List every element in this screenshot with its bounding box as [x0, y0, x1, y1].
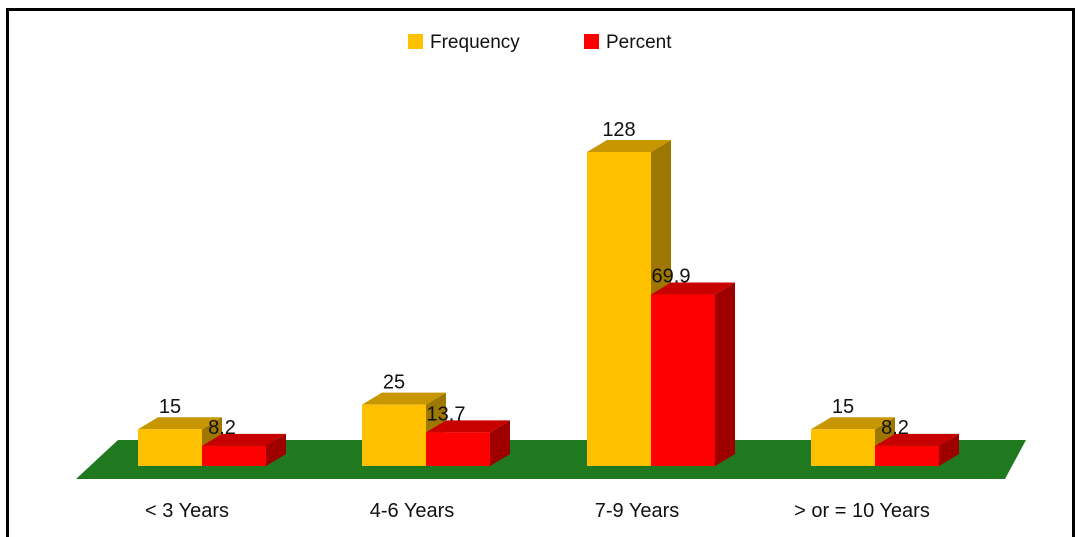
bar-percent-2 — [651, 282, 735, 466]
data-label-percent-3: 8.2 — [881, 417, 909, 439]
data-label-percent-1: 13.7 — [427, 403, 466, 425]
bar-percent-0 — [202, 433, 286, 466]
legend-swatch-frequency — [408, 34, 423, 49]
data-label-percent-0: 8.2 — [208, 417, 236, 439]
bar-front — [202, 445, 266, 466]
bar-side — [490, 420, 510, 466]
bar-front — [362, 404, 426, 466]
bar-side — [266, 433, 286, 466]
x-tick-label-2: 7-9 Years — [595, 500, 680, 522]
x-tick-label-1: 4-6 Years — [370, 500, 455, 522]
bar-top — [875, 433, 959, 446]
chart-floor — [76, 440, 1026, 479]
bar-top — [811, 417, 895, 430]
legend-label-percent: Percent — [606, 32, 672, 53]
bar-top — [426, 420, 510, 433]
bar-top — [651, 282, 735, 295]
x-tick-label-0: < 3 Years — [145, 500, 229, 522]
bar-front — [811, 429, 875, 466]
data-label-frequency-2: 128 — [602, 119, 635, 141]
x-tick-label-3: > or = 10 Years — [794, 500, 930, 522]
bar-top — [587, 140, 671, 152]
data-label-percent-2: 69.9 — [652, 266, 691, 288]
bar-percent-3 — [875, 433, 959, 466]
bar-front — [587, 152, 651, 466]
chart-frame — [6, 8, 1075, 537]
bar-top — [138, 417, 222, 430]
bar-front — [651, 294, 715, 466]
bar-front — [875, 445, 939, 466]
bar-top — [362, 392, 446, 405]
data-label-frequency-1: 25 — [383, 372, 405, 394]
bar-top — [202, 433, 286, 446]
data-label-frequency-0: 15 — [159, 396, 181, 418]
bar-percent-1 — [426, 420, 510, 466]
legend-label-frequency: Frequency — [430, 32, 520, 53]
bar-side — [715, 282, 735, 466]
legend-swatch-percent — [584, 34, 599, 49]
bar-side — [939, 433, 959, 466]
bar-front — [138, 429, 202, 466]
data-label-frequency-3: 15 — [832, 396, 854, 418]
bar-front — [426, 432, 490, 466]
